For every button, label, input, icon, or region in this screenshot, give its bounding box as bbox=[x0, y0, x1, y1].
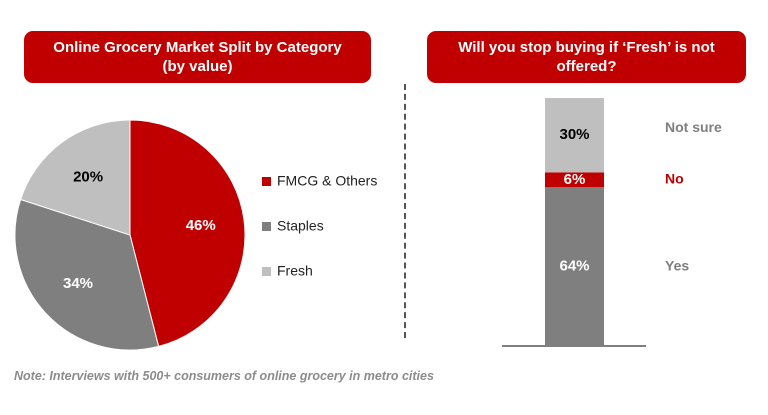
dashed-divider bbox=[404, 84, 406, 338]
legend-entry-label: Staples bbox=[277, 218, 324, 234]
legend-entry-label: Fresh bbox=[277, 263, 313, 279]
pie-slice-fmcg-others bbox=[129, 119, 246, 347]
pie-legend: FMCG & Others Staples Fresh bbox=[262, 173, 377, 279]
footnote: Note: Interviews with 500+ consumers of … bbox=[14, 369, 434, 383]
bar-segment-value-label: 64% bbox=[559, 258, 589, 275]
pie-chart: 46% 34% 20% bbox=[14, 119, 246, 351]
pie-slice-staples bbox=[14, 198, 160, 351]
bar-segment-yes bbox=[545, 187, 604, 346]
pie-slice-value-label: 34% bbox=[63, 275, 93, 292]
bar-chart-subtitle: offered? bbox=[556, 58, 617, 75]
pie-slice-fresh bbox=[19, 119, 131, 236]
bar-category-label: Yes bbox=[665, 257, 689, 273]
bar-chart-title-banner: Will you stop buying if ‘Fresh’ is not o… bbox=[427, 31, 746, 83]
stacked-bar-chart: 64% Yes 6% No 30% Not sure bbox=[502, 98, 722, 347]
bar-category-label: No bbox=[665, 171, 684, 187]
pie-chart-title-banner: Online Grocery Market Split by Category … bbox=[24, 31, 371, 83]
pie-chart-title: Online Grocery Market Split by Category bbox=[53, 39, 342, 56]
bar-segment-value-label: 6% bbox=[564, 171, 586, 188]
bar-category-label: Not sure bbox=[665, 119, 722, 135]
pie-chart-subtitle: (by value) bbox=[162, 58, 233, 75]
bar-segment-value-label: 30% bbox=[559, 126, 589, 143]
bar-chart-title: Will you stop buying if ‘Fresh’ is not bbox=[458, 39, 715, 56]
bar-segment-not-sure bbox=[545, 98, 604, 173]
bar-segment-no bbox=[545, 172, 604, 188]
pie-slice-value-label: 46% bbox=[186, 217, 216, 234]
legend-swatch bbox=[262, 222, 271, 231]
legend-swatch bbox=[262, 177, 271, 186]
pie-slice-value-label: 20% bbox=[73, 168, 103, 185]
legend-entry-label: FMCG & Others bbox=[277, 173, 377, 189]
legend-swatch bbox=[262, 267, 271, 276]
